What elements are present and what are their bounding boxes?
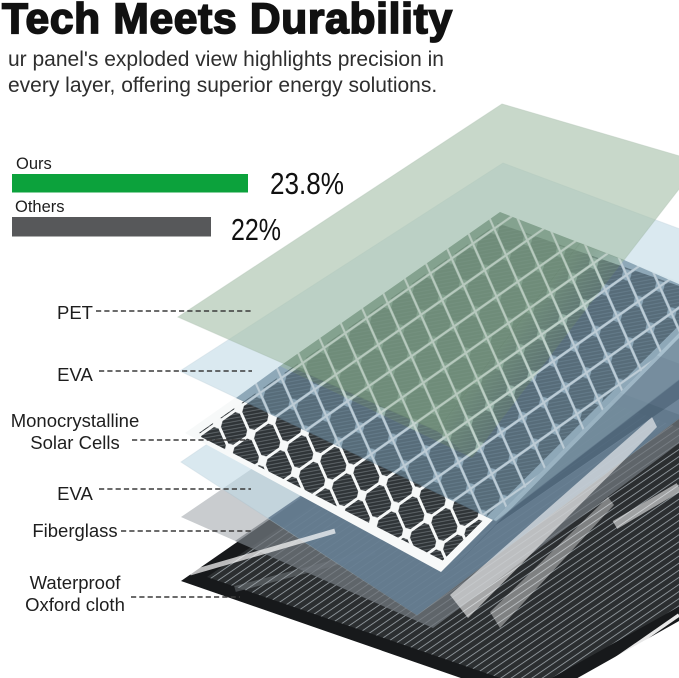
svg-text:Solar Cells: Solar Cells (30, 432, 119, 453)
svg-text:PET: PET (57, 302, 93, 323)
svg-text:every layer, offering superior: every layer, offering superior energy so… (8, 74, 437, 97)
svg-text:Fiberglass: Fiberglass (32, 520, 117, 541)
svg-text:ur panel's exploded view highl: ur panel's exploded view highlights prec… (8, 48, 444, 71)
svg-text:22%: 22% (231, 212, 281, 247)
svg-text:Ours: Ours (16, 155, 52, 173)
svg-text:Others: Others (15, 198, 65, 216)
svg-text:Waterproof: Waterproof (30, 572, 122, 593)
svg-text:Oxford cloth: Oxford cloth (25, 594, 125, 615)
svg-text:23.8%: 23.8% (270, 166, 344, 201)
svg-text:Tech Meets Durability: Tech Meets Durability (2, 0, 453, 43)
svg-text:EVA: EVA (57, 364, 93, 385)
svg-text:EVA: EVA (57, 483, 93, 504)
svg-text:Monocrystalline: Monocrystalline (11, 410, 140, 431)
